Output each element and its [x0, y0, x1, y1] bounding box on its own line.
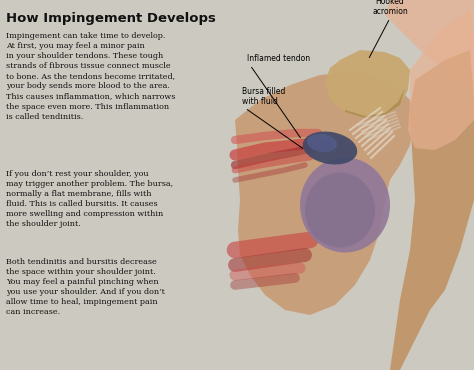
Text: Hooked
acromion: Hooked acromion — [372, 0, 408, 16]
Ellipse shape — [300, 158, 390, 252]
Ellipse shape — [307, 134, 337, 152]
Text: Bursa filled
with fluid: Bursa filled with fluid — [242, 87, 285, 106]
Ellipse shape — [305, 172, 375, 248]
Polygon shape — [235, 72, 415, 315]
Polygon shape — [325, 50, 410, 118]
Polygon shape — [408, 10, 474, 150]
Polygon shape — [390, 50, 474, 370]
Text: If you don’t rest your shoulder, you
may trigger another problem. The bursa,
nor: If you don’t rest your shoulder, you may… — [6, 170, 173, 229]
Polygon shape — [345, 88, 405, 118]
Polygon shape — [385, 0, 474, 90]
Ellipse shape — [303, 132, 357, 164]
Text: Inflamed tendon: Inflamed tendon — [247, 54, 310, 63]
Text: Both tendinitis and bursitis decrease
the space within your shoulder joint.
You : Both tendinitis and bursitis decrease th… — [6, 258, 165, 316]
Text: How Impingement Develops: How Impingement Develops — [6, 12, 216, 25]
Text: Impingement can take time to develop.
At first, you may feel a minor pain
in you: Impingement can take time to develop. At… — [6, 32, 175, 121]
